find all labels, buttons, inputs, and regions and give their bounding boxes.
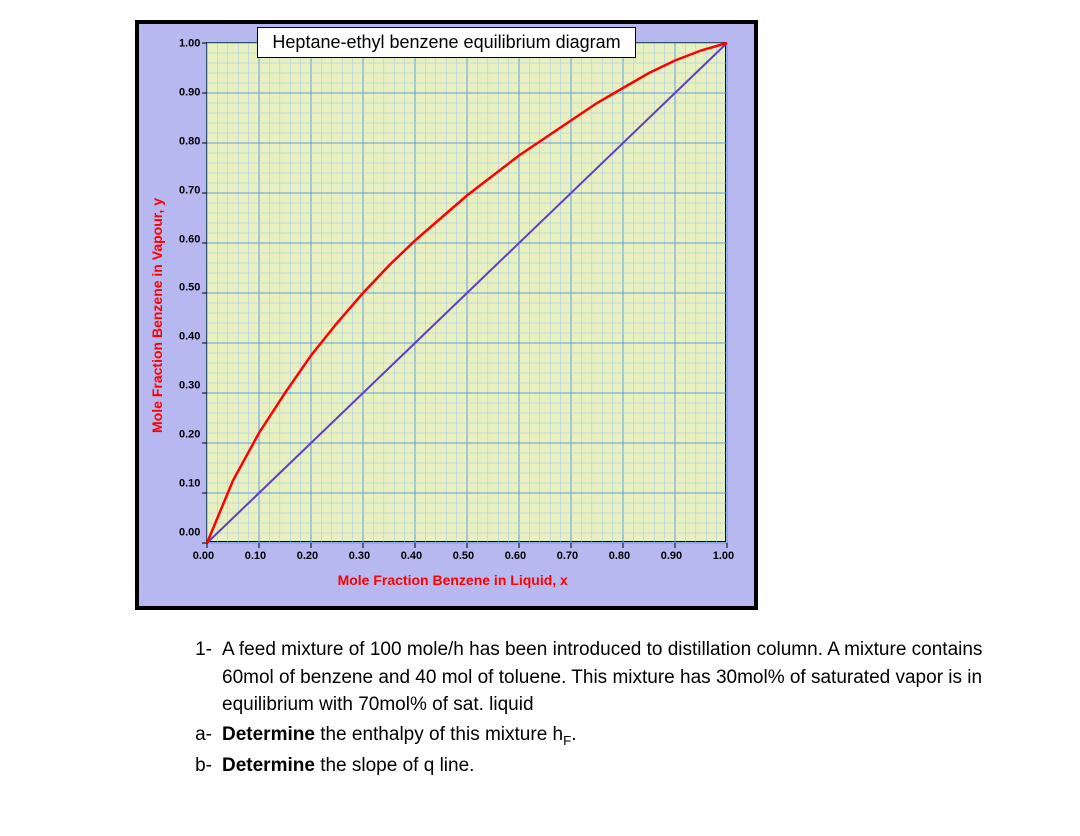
q1-marker: 1- xyxy=(190,636,222,719)
y-ticks: 1.000.900.800.700.600.500.400.300.200.10… xyxy=(179,44,206,544)
y-tick: 0.20 xyxy=(179,430,200,441)
y-axis-label: Mole Fraction Benzene in Vapour, y xyxy=(149,198,165,433)
y-tick: 0.10 xyxy=(179,479,200,490)
question-a: a- Determine the enthalpy of this mixtur… xyxy=(190,721,1020,750)
y-tick: 0.40 xyxy=(179,332,200,343)
question-1: 1- A feed mixture of 100 mole/h has been… xyxy=(190,636,1020,719)
qb-rest: the slope of q line. xyxy=(315,755,475,776)
chart-title: Heptane-ethyl benzene equilibrium diagra… xyxy=(257,27,635,58)
qa-marker: a- xyxy=(190,721,222,750)
y-tick: 0.30 xyxy=(179,381,200,392)
y-tick: 1.00 xyxy=(179,39,200,50)
y-tick: 0.70 xyxy=(179,185,200,196)
qa-rest: the enthalpy of this mixture h xyxy=(315,724,563,745)
chart-frame: Mole Fraction Benzene in Vapour, y 1.00 0… xyxy=(135,20,758,610)
y-tick: 0.60 xyxy=(179,234,200,245)
y-tick: 0.80 xyxy=(179,136,200,147)
questions-block: 1- A feed mixture of 100 mole/h has been… xyxy=(190,636,1020,779)
qa-tail: . xyxy=(571,724,576,745)
y-tick: 0.50 xyxy=(179,283,200,294)
plot-wrap: 1.00 0.90 0.80 0.70 0.60 0.50 0.40 0.30 0.20 0.10… xyxy=(179,42,726,588)
x-ticks: 0.000.100.200.300.400.500.600.700.800.90… xyxy=(193,550,713,562)
plot-area: Heptane-ethyl benzene equilibrium diagra… xyxy=(206,42,726,542)
qb-prefix: Determine xyxy=(222,755,315,776)
plot-row: 1.00 0.90 0.80 0.70 0.60 0.50 0.40 0.30 0.20 0.10… xyxy=(179,42,726,544)
plot-svg xyxy=(207,43,727,543)
question-b: b- Determine the slope of q line. xyxy=(190,752,1020,780)
q1-text: A feed mixture of 100 mole/h has been in… xyxy=(222,636,1020,719)
y-tick: 0.90 xyxy=(179,87,200,98)
qb-text: Determine the slope of q line. xyxy=(222,752,474,780)
x-axis-label: Mole Fraction Benzene in Liquid, x xyxy=(338,572,568,588)
y-tick: 0.00 xyxy=(179,527,200,538)
qa-text: Determine the enthalpy of this mixture h… xyxy=(222,721,577,750)
qb-marker: b- xyxy=(190,752,222,780)
chart-panel: Mole Fraction Benzene in Vapour, y 1.00 0… xyxy=(139,24,754,606)
qa-prefix: Determine xyxy=(222,724,315,745)
